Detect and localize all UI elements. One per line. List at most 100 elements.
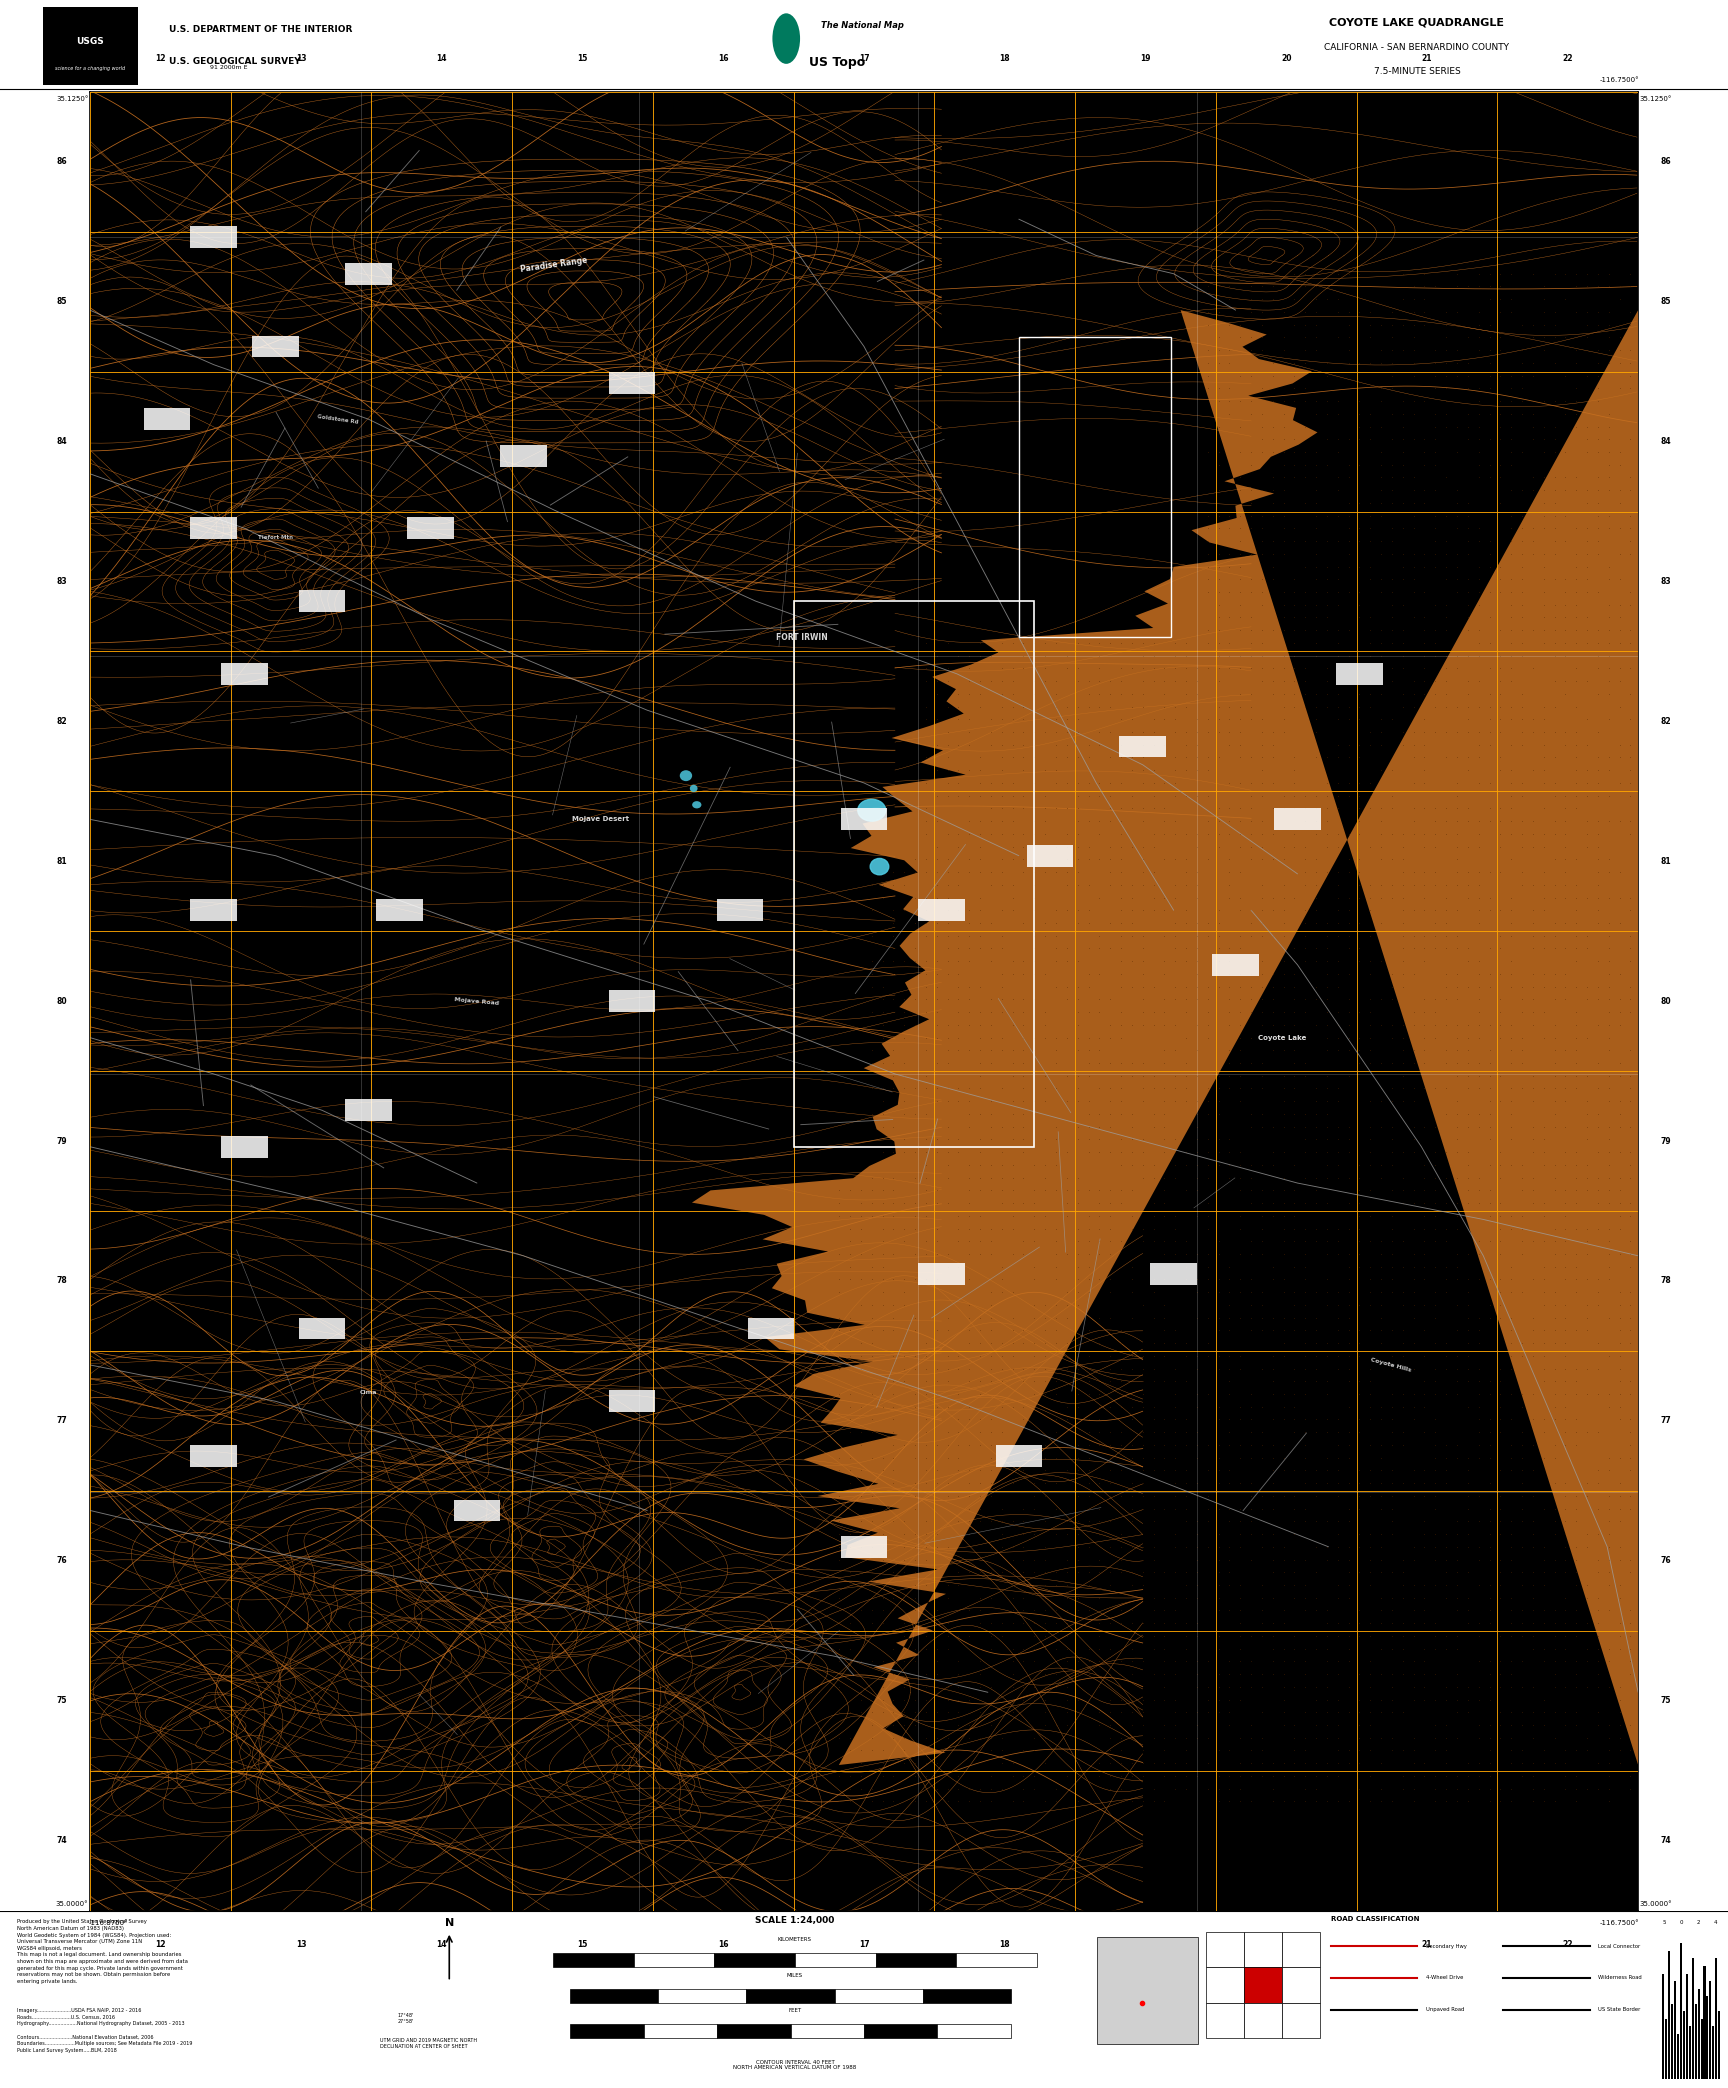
Bar [408,518,454,539]
Bar [658,1988,746,2002]
Ellipse shape [772,13,800,65]
Text: 13: 13 [295,1940,306,1948]
Bar [795,1952,876,1967]
Text: Local Connector: Local Connector [1598,1944,1640,1948]
Bar [1336,662,1382,685]
Bar [791,2023,864,2038]
Text: Coyote Lake: Coyote Lake [1258,1034,1306,1040]
Text: 74: 74 [1661,1835,1671,1846]
Bar [299,591,346,612]
Bar [918,900,964,921]
Text: 85: 85 [57,296,67,307]
Bar [346,263,392,284]
Text: 5: 5 [1662,1919,1666,1925]
Text: 84: 84 [57,436,67,447]
Text: Unpaved Road: Unpaved Road [1426,2007,1464,2013]
Text: 16: 16 [719,1940,729,1948]
Bar [1709,1982,1711,2080]
Text: 12: 12 [156,1940,166,1948]
Bar [876,1952,956,1967]
Text: 21: 21 [1422,1940,1433,1948]
Text: ROAD CLASSIFICATION: ROAD CLASSIFICATION [1331,1917,1419,1921]
Text: 76: 76 [57,1556,67,1566]
Text: 17: 17 [859,54,869,63]
Text: Goldstone Rd: Goldstone Rd [316,413,358,424]
Text: 0: 0 [1680,1919,1683,1925]
Text: 35.1250°: 35.1250° [1640,96,1673,102]
Text: -116.7500°: -116.7500° [1600,1919,1640,1925]
Bar [190,1445,237,1466]
Bar [1662,1973,1664,2080]
Bar [1244,1967,1282,2002]
Bar [1244,2002,1282,2038]
Text: 4-Wheel Drive: 4-Wheel Drive [1426,1975,1464,1979]
Bar [1206,2002,1244,2038]
Text: science for a changing world: science for a changing world [55,67,124,71]
Bar [1282,2002,1320,2038]
Bar [454,1499,499,1522]
Bar [499,445,546,466]
Bar [956,1952,1037,1967]
Text: 91 2000m E: 91 2000m E [211,65,247,71]
Text: 14: 14 [437,54,448,63]
Bar [995,1445,1042,1466]
Text: Cima: Cima [359,1391,377,1395]
Text: UTM GRID AND 2019 MAGNETIC NORTH
DECLINATION AT CENTER OF SHEET: UTM GRID AND 2019 MAGNETIC NORTH DECLINA… [380,2038,477,2048]
Bar [43,8,138,84]
Bar [1120,735,1166,758]
Text: 14: 14 [437,1940,448,1948]
Polygon shape [691,311,1638,1764]
Text: USGS: USGS [76,38,104,46]
Bar [1282,1967,1320,2002]
Bar [643,2023,717,2038]
Bar [553,1952,634,1967]
Bar [1666,2019,1668,2080]
Text: 80: 80 [1661,996,1671,1006]
Text: 16: 16 [719,54,729,63]
Text: 80: 80 [57,996,67,1006]
Text: SCALE 1:24,000: SCALE 1:24,000 [755,1917,835,1925]
Text: 15: 15 [577,1940,588,1948]
Bar [923,1988,1011,2002]
Bar [1687,1973,1688,2080]
Bar [608,1391,655,1411]
Text: 82: 82 [57,716,67,727]
Text: 12: 12 [156,54,166,63]
Text: 77: 77 [57,1416,67,1426]
Text: 83: 83 [1661,576,1671,587]
Ellipse shape [679,770,693,781]
Ellipse shape [871,858,888,875]
Text: 17: 17 [859,1940,869,1948]
Text: CALIFORNIA - SAN BERNARDINO COUNTY: CALIFORNIA - SAN BERNARDINO COUNTY [1324,44,1510,52]
Text: US Topo: US Topo [809,56,866,69]
Text: 19: 19 [1140,54,1151,63]
Bar [918,1263,964,1284]
Bar [608,990,655,1013]
Text: 20: 20 [1280,1940,1291,1948]
Bar [608,372,655,395]
Ellipse shape [857,800,886,821]
Text: Imagery.......................USDA FSA NAIP, 2012 - 2016
Roads..................: Imagery.......................USDA FSA N… [17,2009,192,2053]
Bar [1244,1931,1282,1967]
Text: 79: 79 [1661,1136,1671,1146]
Text: CONTOUR INTERVAL 40 FEET
NORTH AMERICAN VERTICAL DATUM OF 1988: CONTOUR INTERVAL 40 FEET NORTH AMERICAN … [733,2059,857,2071]
Bar [714,1952,795,1967]
Bar [795,601,1035,1146]
Text: 19: 19 [1140,1940,1151,1948]
Text: 13: 13 [295,54,306,63]
Bar [1674,1982,1676,2080]
Text: 76: 76 [1661,1556,1671,1566]
Bar [1706,1996,1709,2080]
Text: 2: 2 [1697,1919,1700,1925]
Bar [1716,1959,1718,2080]
Bar [835,1988,923,2002]
Text: Produced by the United States Geological Survey
North American Datum of 1983 (NA: Produced by the United States Geological… [17,1919,188,1984]
Text: 75: 75 [57,1695,67,1706]
Text: 35.0000°: 35.0000° [55,1900,88,1906]
Text: Coyote Hills: Coyote Hills [1370,1357,1412,1372]
Text: FORT IRWIN: FORT IRWIN [776,633,828,641]
Text: 81: 81 [1661,856,1671,867]
Text: N: N [444,1919,454,1927]
Bar [221,662,268,685]
Bar [1695,2004,1697,2080]
